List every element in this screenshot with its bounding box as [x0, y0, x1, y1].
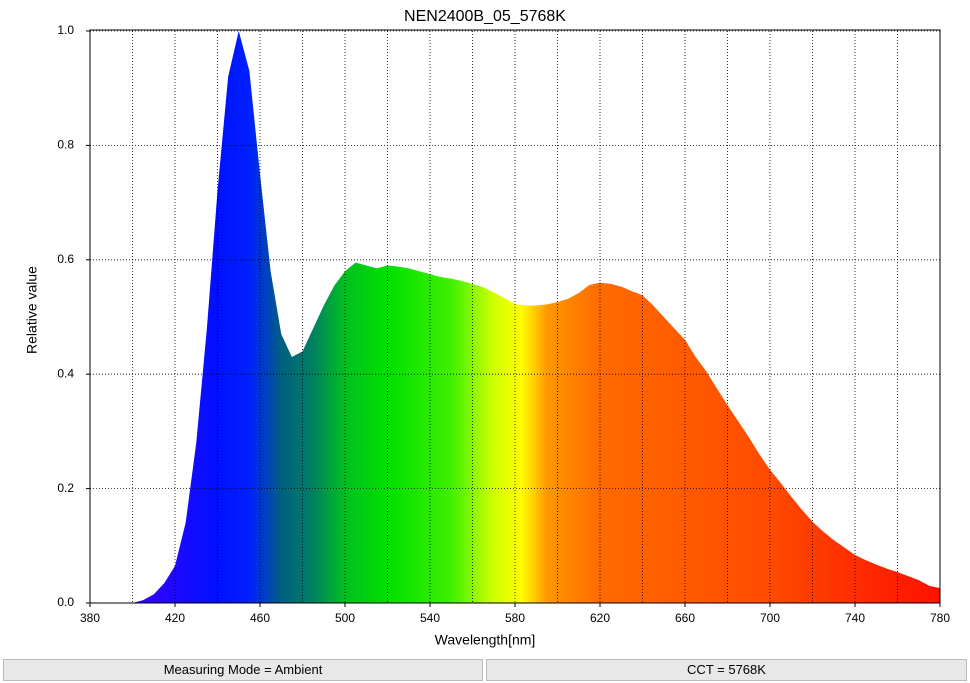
x-tick-label: 540 — [420, 611, 440, 625]
y-tick-label: 0.6 — [57, 252, 74, 266]
x-tick-label: 740 — [845, 611, 865, 625]
status-bar: Measuring Mode = Ambient — [3, 659, 483, 681]
chart-title: NEN2400B_05_5768K — [404, 8, 566, 25]
y-tick-label: 0.8 — [57, 138, 74, 152]
y-tick-label: 0.4 — [57, 366, 74, 380]
y-tick-label: 0.2 — [57, 481, 74, 495]
x-tick-label: 500 — [335, 611, 355, 625]
status-bar: CCT = 5768K — [486, 659, 967, 681]
x-tick-label: 620 — [590, 611, 610, 625]
x-tick-label: 580 — [505, 611, 525, 625]
y-axis-label: Relative value — [24, 266, 40, 354]
x-tick-label: 460 — [250, 611, 270, 625]
x-tick-label: 780 — [930, 611, 950, 625]
chart: NEN2400B_05_5768K Wavelength[nm] Relativ… — [24, 8, 951, 648]
x-tick-label: 660 — [675, 611, 695, 625]
y-tick-label: 0.0 — [57, 595, 74, 609]
x-tick-label: 380 — [80, 611, 100, 625]
x-axis-label: Wavelength[nm] — [435, 632, 536, 648]
spectrum-area — [132, 31, 940, 603]
x-tick-label: 420 — [165, 611, 185, 625]
y-tick-label: 1.0 — [57, 23, 74, 37]
x-tick-label: 700 — [760, 611, 780, 625]
